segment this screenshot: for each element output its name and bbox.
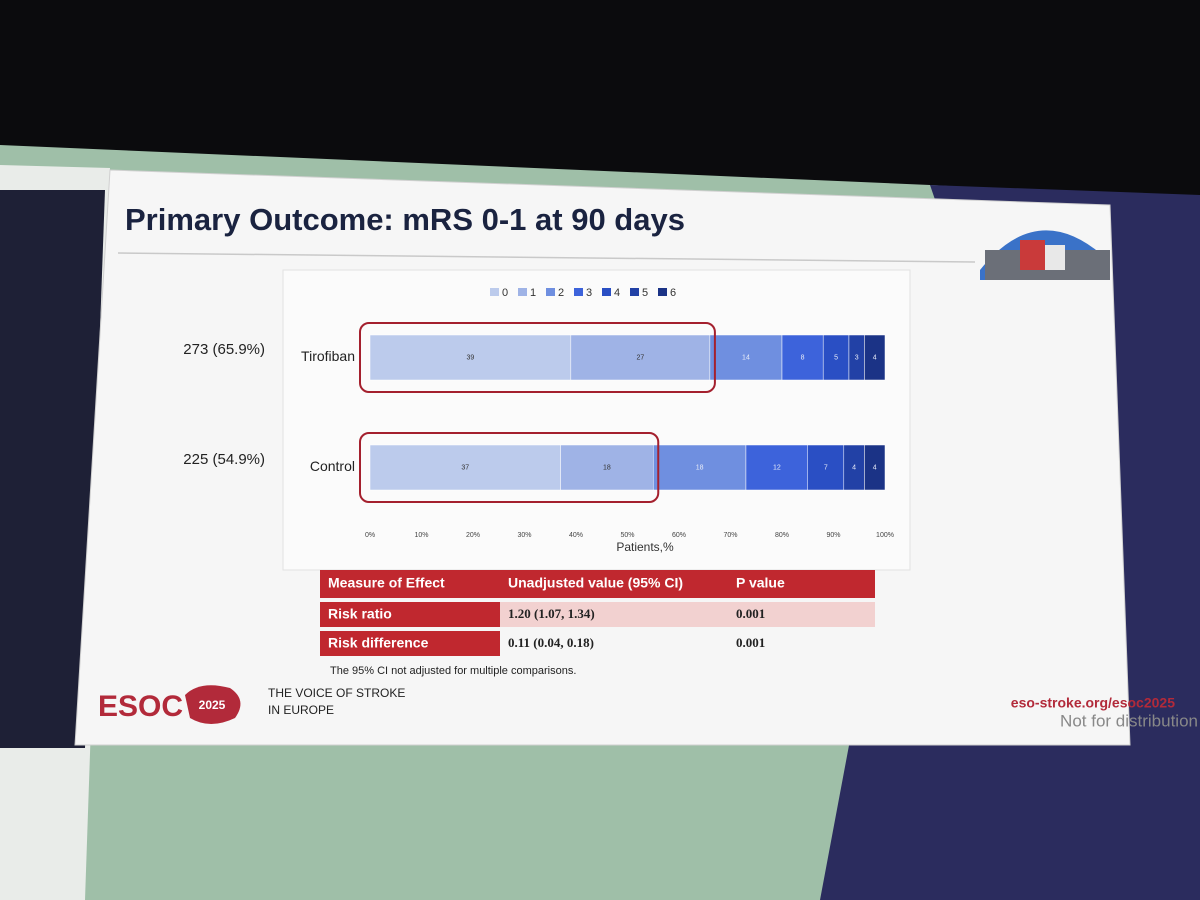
bar-segment (864, 334, 886, 381)
legend-label: 2 (558, 287, 564, 299)
bar-value-label: 4 (873, 464, 877, 471)
x-tick-label: 80% (775, 532, 789, 539)
table-row-label-bg (320, 602, 500, 627)
x-tick-label: 10% (414, 532, 428, 539)
table-header-cell: Measure of Effect (328, 575, 445, 591)
x-tick-label: 70% (723, 532, 737, 539)
category-label: Control (310, 458, 355, 474)
legend-swatch (658, 288, 667, 296)
legend-swatch (602, 288, 611, 296)
x-tick-label: 20% (466, 532, 480, 539)
table-row-label: Risk ratio (328, 606, 392, 622)
bar-segment (745, 444, 809, 491)
bar-value-label: 39 (467, 354, 475, 361)
x-tick-label: 60% (672, 532, 686, 539)
x-tick-label: 30% (517, 532, 531, 539)
legend-label: 5 (642, 287, 648, 299)
logo-year: 2025 (199, 698, 226, 712)
x-tick-label: 90% (826, 532, 840, 539)
legend-label: 1 (530, 287, 536, 299)
table-row-label: Risk difference (328, 635, 429, 651)
footer-url: eso-stroke.org/esoc2025 (1011, 695, 1175, 711)
legend-swatch (574, 288, 583, 296)
bar-segment (822, 334, 850, 381)
footer-notice: Not for distribution (1060, 711, 1198, 730)
bar-value-label: 18 (603, 464, 611, 471)
legend-label: 0 (502, 287, 508, 299)
dark-panel (0, 190, 105, 748)
bar-segment (369, 444, 561, 491)
bar-value-label: 4 (852, 464, 856, 471)
bar-value-label: 5 (834, 354, 838, 361)
bar-segment (709, 334, 783, 381)
table-header-cell: Unadjusted value (95% CI) (508, 575, 683, 591)
bar-value-label: 8 (801, 354, 805, 361)
table-cell: 0.001 (736, 635, 765, 650)
logo: ESOC (98, 690, 183, 723)
bar-value-label: 4 (873, 354, 877, 361)
table-row-label-bg (320, 631, 500, 656)
bar-segment (781, 334, 824, 381)
bar-segment (560, 444, 654, 491)
x-axis-label: Patients,% (616, 540, 674, 554)
tagline: IN EUROPE (268, 703, 334, 717)
legend-label: 3 (586, 287, 592, 299)
bar-value-label: 37 (461, 464, 469, 471)
table-header-cell: P value (736, 575, 785, 591)
highlight-box (359, 322, 716, 393)
x-tick-label: 50% (620, 532, 634, 539)
bar-segment (570, 334, 711, 381)
effect-table: Measure of Effect Unadjusted value (95% C… (320, 570, 875, 656)
legend-label: 4 (614, 287, 620, 299)
table-cell: 0.11 (0.04, 0.18) (508, 635, 594, 650)
bar-value-label: 27 (636, 354, 644, 361)
legend-swatch (630, 288, 639, 296)
x-tick-label: 100% (876, 532, 894, 539)
bar-value-label: 3 (855, 354, 859, 361)
table-header-bg (320, 570, 875, 598)
category-annotation: 225 (54.9%) (183, 451, 265, 468)
bar-segment (864, 444, 886, 491)
bar-segment (653, 444, 747, 491)
logo-blob (185, 685, 241, 724)
table-row-bg (500, 602, 875, 627)
bar-segment (807, 444, 845, 491)
bar-segment (369, 334, 572, 381)
x-tick-label: 40% (569, 532, 583, 539)
category-label: Tirofiban (301, 348, 355, 364)
legend-swatch (518, 288, 527, 296)
x-tick-label: 0% (365, 532, 375, 539)
category-annotation: 273 (65.9%) (183, 341, 265, 358)
legend-swatch (490, 288, 499, 296)
bar-value-label: 14 (742, 354, 750, 361)
bar-value-label: 18 (696, 464, 704, 471)
table-cell: 0.001 (736, 606, 765, 621)
title-rule (117, 252, 976, 263)
bar-value-label: 7 (824, 464, 828, 471)
highlight-box (359, 432, 660, 503)
bar-value-label: 12 (773, 464, 781, 471)
slide-title: Primary Outcome: mRS 0-1 at 90 days (125, 202, 685, 237)
legend-label: 6 (670, 287, 676, 299)
legend-swatch (546, 288, 555, 296)
tagline: THE VOICE OF STROKE (268, 686, 405, 700)
table-cell: 1.20 (1.07, 1.34) (508, 606, 595, 621)
chart-frame (282, 269, 911, 571)
header-image (980, 230, 1110, 280)
footnote: The 95% CI not adjusted for multiple com… (330, 665, 576, 677)
